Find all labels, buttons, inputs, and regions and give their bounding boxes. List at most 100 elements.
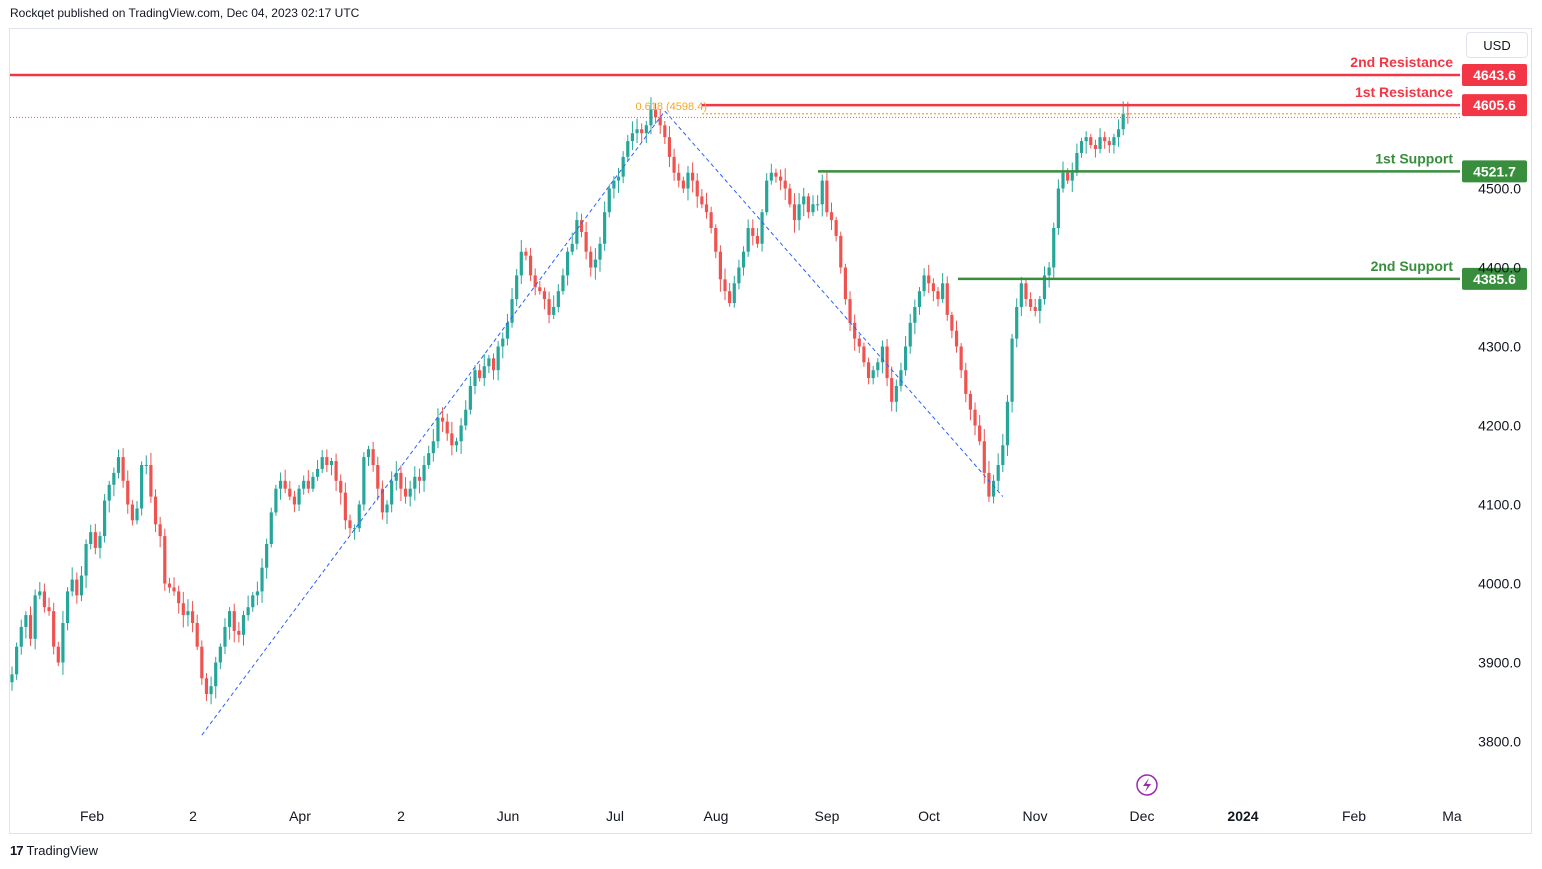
candle-body [339, 480, 343, 493]
candle-body [899, 370, 903, 386]
candle [297, 484, 301, 512]
candle-body [658, 117, 662, 126]
candle [251, 591, 255, 612]
candle-body [1042, 275, 1047, 300]
candle [991, 474, 996, 504]
candle [820, 174, 824, 217]
level-price-tag-text: 4521.7 [1473, 163, 1516, 179]
candle-body [751, 228, 755, 236]
candle-body [695, 180, 699, 197]
candle [339, 474, 343, 505]
candle [1056, 179, 1060, 235]
candle-body [218, 646, 222, 663]
candle [691, 162, 695, 193]
candle-body [473, 370, 477, 386]
candle [353, 524, 357, 540]
candle [1089, 133, 1093, 149]
candle-body [65, 591, 70, 623]
time-axis-tick: Ma [1442, 808, 1462, 824]
candle-body [28, 615, 33, 639]
candle-body [153, 496, 158, 525]
candle-body [464, 409, 468, 426]
currency-button[interactable]: USD [1466, 32, 1528, 58]
candle [366, 445, 371, 466]
candle-body [107, 484, 111, 501]
candle [260, 558, 264, 603]
candle [774, 168, 778, 183]
candle-body [538, 287, 542, 292]
candle [315, 459, 320, 481]
candle-body [667, 137, 672, 157]
candle-body [1116, 129, 1121, 138]
candle [107, 480, 111, 513]
candle [834, 216, 838, 242]
candle [140, 461, 144, 516]
level-price-tag [1462, 160, 1527, 183]
time-axis: Feb 2 Apr 2 Jun Jul Aug Sep Oct Nov Dec 2024 Feb Ma [80, 808, 1462, 824]
price-axis-tick: 3800.0 [1478, 734, 1521, 750]
candle [329, 457, 334, 476]
candle [964, 362, 968, 403]
candle [811, 195, 815, 216]
candle-body [612, 180, 616, 189]
candle [941, 272, 945, 303]
chart-frame[interactable] [9, 28, 1532, 834]
candle-body [709, 212, 713, 228]
candle [603, 201, 607, 251]
candle [130, 500, 134, 526]
candle-body [371, 449, 375, 465]
candle [741, 246, 746, 276]
candle [876, 358, 880, 378]
candle [640, 123, 644, 142]
candle [292, 490, 297, 513]
candle-body [778, 176, 783, 181]
candle-body [848, 299, 852, 323]
candle-body [292, 496, 297, 505]
candle-body [283, 480, 287, 489]
candle-body [876, 362, 880, 371]
candle [579, 213, 584, 238]
candle-body [204, 678, 209, 695]
candle-body [936, 291, 940, 300]
candle-body [741, 251, 746, 268]
candle-body [704, 204, 709, 213]
candle [538, 280, 542, 295]
candle-body [403, 488, 408, 497]
candle-body [130, 504, 134, 521]
candle-body [987, 472, 991, 497]
candle-body [913, 307, 917, 323]
candle [561, 268, 565, 295]
candle-body [1112, 137, 1116, 146]
candle [593, 248, 597, 280]
candle [765, 173, 769, 216]
candle [1070, 162, 1074, 192]
price-axis-tick: 4100.0 [1478, 497, 1521, 513]
candle-body [510, 299, 514, 323]
candle-body [357, 504, 361, 529]
candle-body [478, 370, 482, 379]
candle [709, 206, 713, 234]
candle-body [288, 488, 292, 497]
candle [491, 353, 496, 380]
candle-body [84, 544, 88, 576]
candle [1047, 262, 1051, 288]
candle [482, 353, 486, 387]
candle [56, 641, 60, 667]
candle-body [528, 255, 533, 276]
candle-body [746, 228, 750, 252]
candle [24, 611, 28, 639]
level-label: 2nd Resistance [1350, 54, 1453, 70]
candle-body [325, 457, 329, 465]
candle-body [556, 291, 560, 307]
candle [1033, 298, 1037, 317]
candle [885, 338, 889, 387]
brand-name: TradingView [26, 843, 99, 858]
candle [1079, 137, 1084, 158]
flash-icon[interactable] [1136, 774, 1158, 796]
time-axis-tick: 2 [397, 808, 405, 824]
candle-body [825, 180, 829, 213]
candle-body [61, 623, 65, 663]
candle [686, 165, 690, 201]
candle [626, 134, 630, 162]
